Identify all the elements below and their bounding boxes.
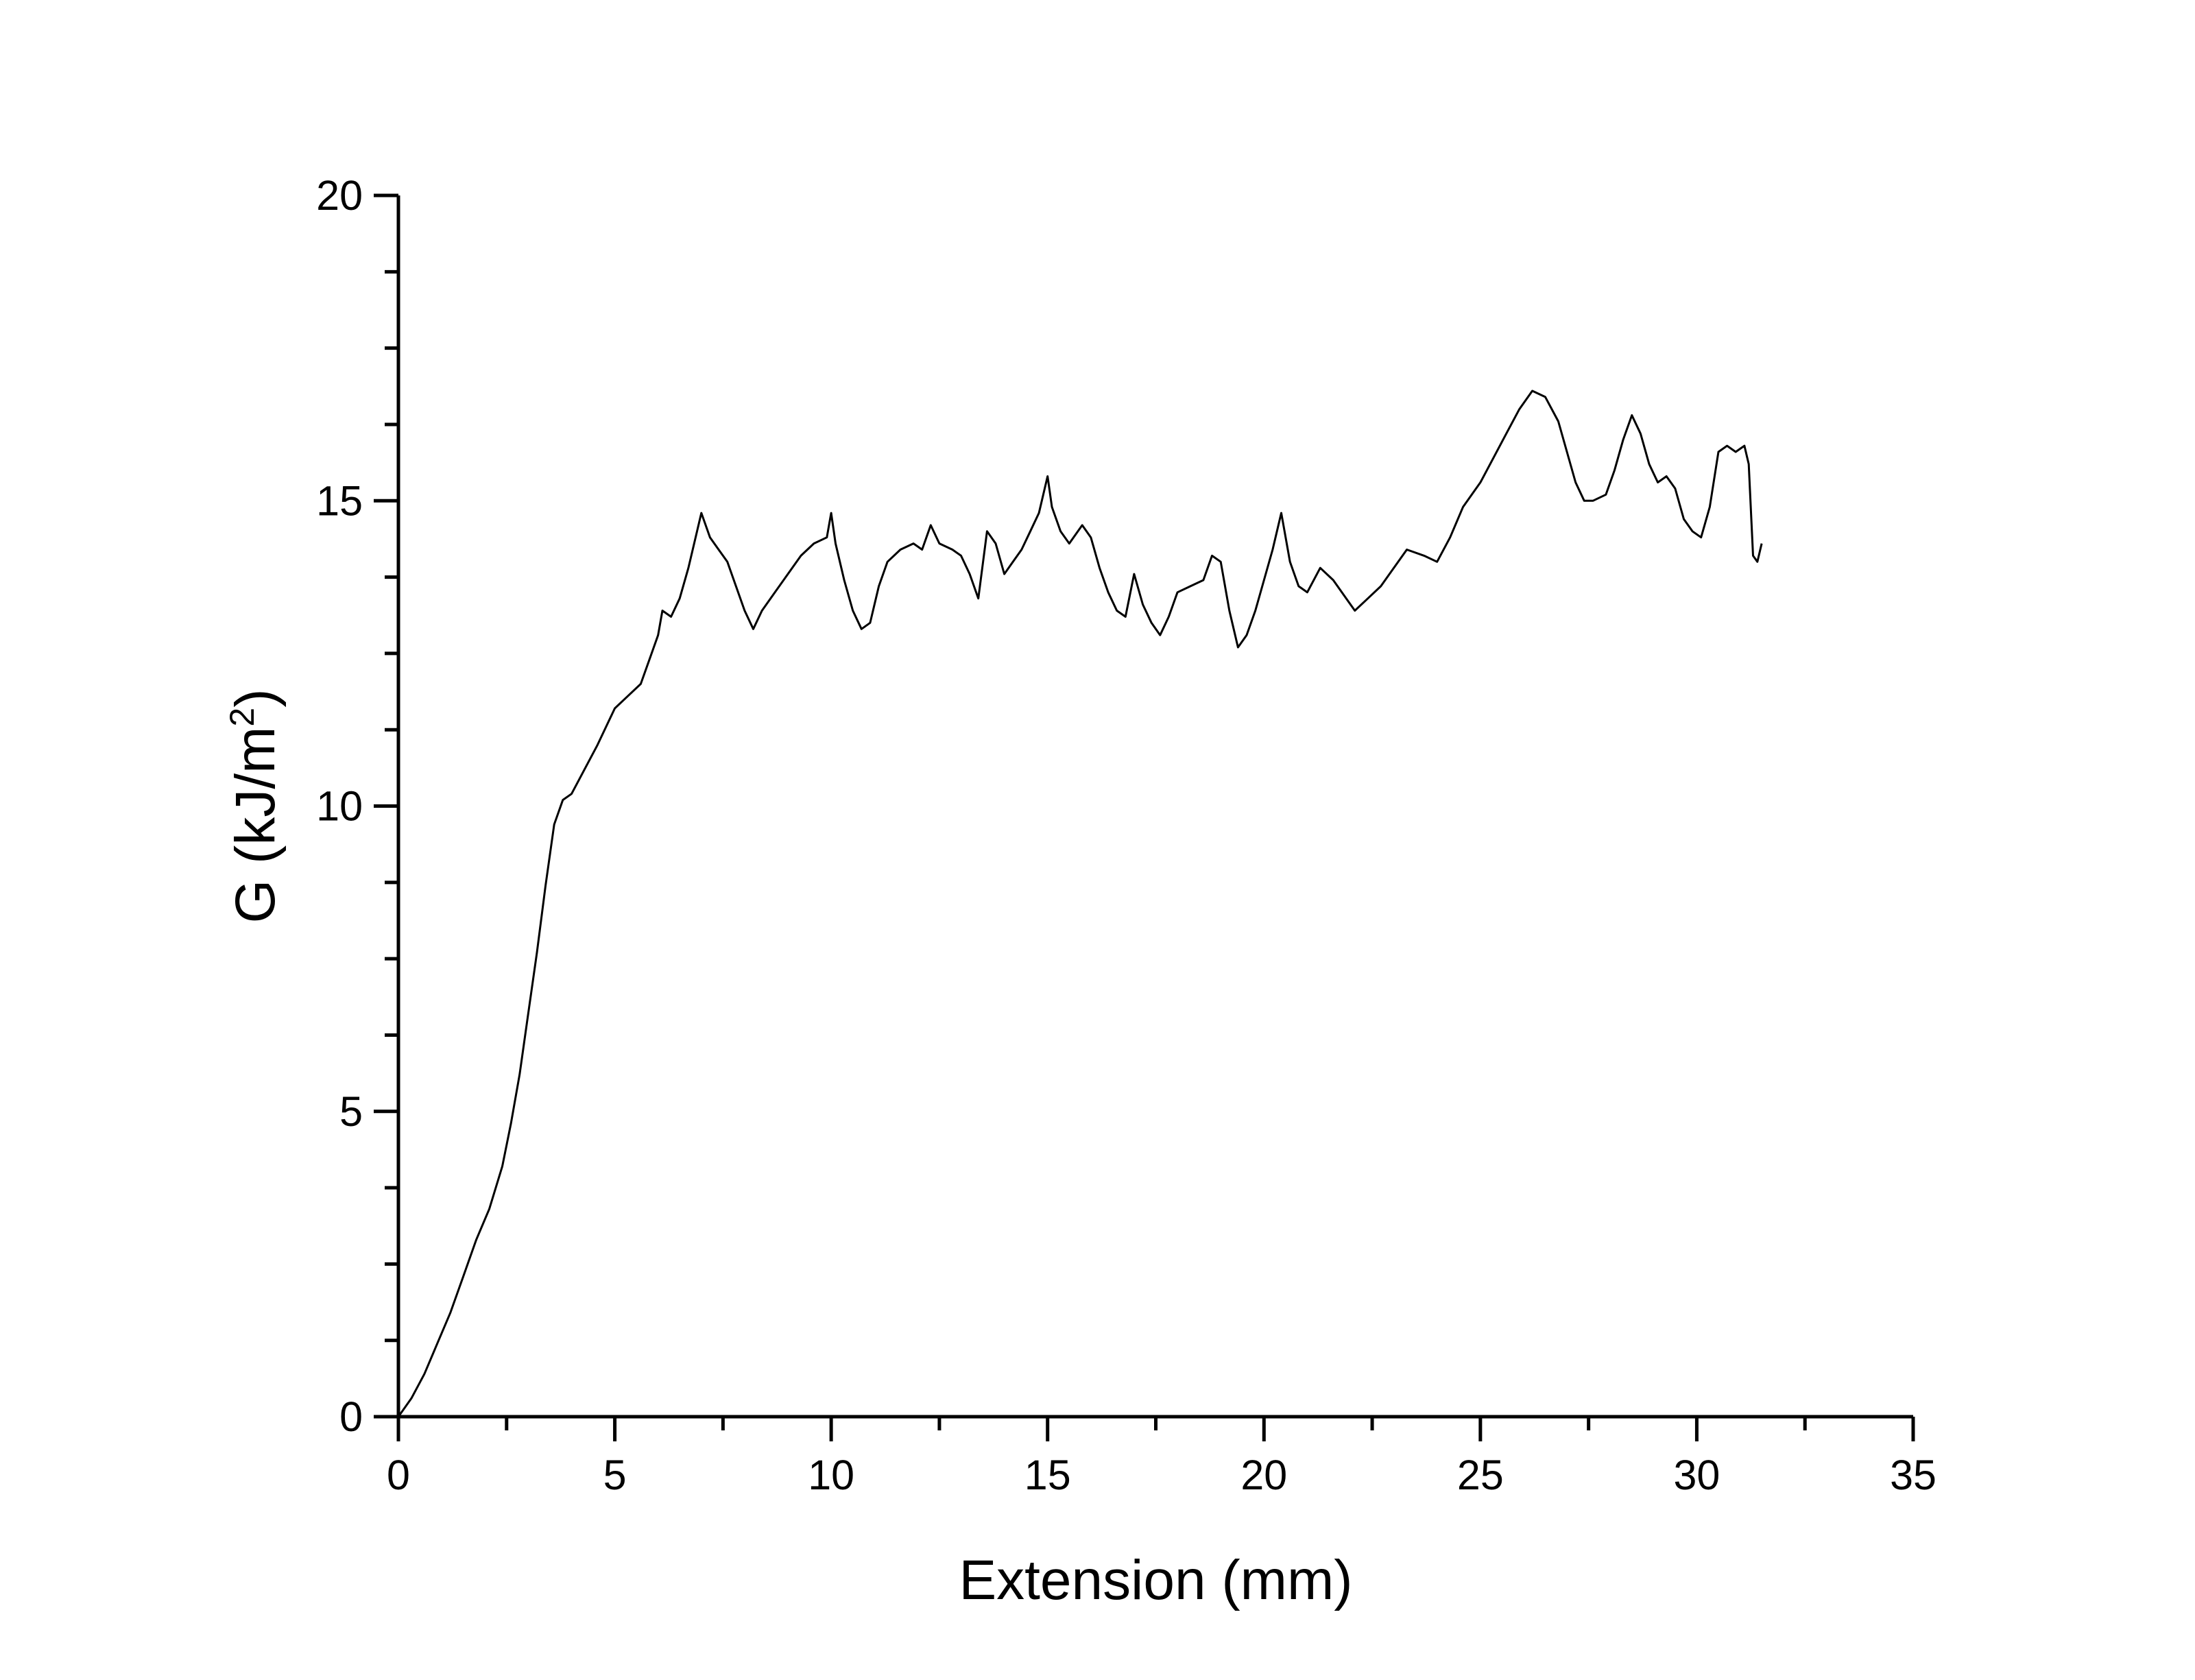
x-tick-label: 35 (1890, 1452, 1936, 1498)
x-axis-title: Extension (mm) (959, 1549, 1352, 1611)
x-tick-label: 25 (1457, 1452, 1504, 1498)
axes: 0 5 10 15 20 25 30 35 0 5 10 15 20 (316, 172, 1936, 1498)
x-tick-label: 15 (1024, 1452, 1071, 1498)
plot-area (397, 389, 1763, 1417)
x-tick-label: 0 (387, 1452, 410, 1498)
y-tick-label: 0 (339, 1393, 363, 1440)
y-tick-label: 10 (316, 783, 363, 830)
x-tick-label: 5 (603, 1452, 627, 1498)
x-tick-label: 20 (1240, 1452, 1287, 1498)
y-axis-title-superscript: 2 (223, 708, 261, 727)
y-tick-label: 20 (316, 172, 363, 219)
y-tick-label: 5 (339, 1088, 363, 1135)
series-line (397, 389, 1763, 1417)
y-axis-title: G (kJ/m2) (223, 688, 287, 923)
x-ticks: 0 5 10 15 20 25 30 35 (387, 1417, 1936, 1498)
y-ticks: 0 5 10 15 20 (316, 172, 398, 1440)
y-axis-title-prefix: G (kJ/m (224, 727, 287, 924)
y-tick-label: 15 (316, 477, 363, 524)
y-axis-title-suffix: ) (224, 688, 287, 707)
x-tick-label: 30 (1673, 1452, 1720, 1498)
x-tick-label: 10 (808, 1452, 854, 1498)
